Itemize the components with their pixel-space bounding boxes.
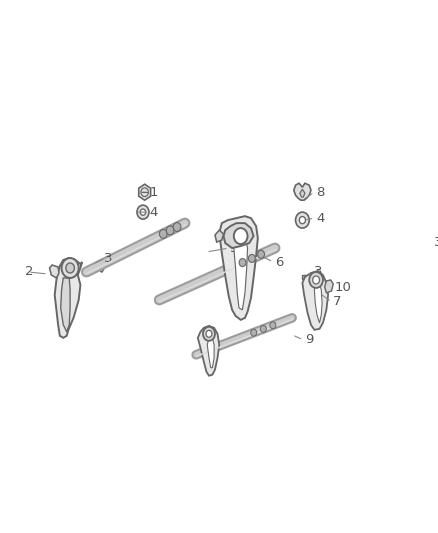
Circle shape [260, 326, 266, 333]
Circle shape [313, 276, 320, 284]
Circle shape [239, 259, 246, 266]
Circle shape [296, 212, 309, 228]
Text: 4: 4 [150, 206, 158, 219]
Text: 1: 1 [150, 185, 158, 199]
Circle shape [251, 329, 257, 336]
Text: 5: 5 [230, 241, 239, 255]
Polygon shape [325, 280, 333, 293]
Text: 2: 2 [25, 265, 33, 278]
Polygon shape [198, 326, 219, 376]
Polygon shape [215, 230, 223, 242]
Circle shape [62, 258, 79, 278]
Text: 3: 3 [434, 236, 438, 248]
Circle shape [299, 216, 305, 224]
Polygon shape [95, 264, 104, 272]
Polygon shape [234, 233, 247, 310]
Text: 6: 6 [275, 255, 283, 269]
Polygon shape [219, 216, 258, 320]
Circle shape [203, 327, 215, 341]
Polygon shape [218, 236, 226, 239]
Text: 3: 3 [314, 265, 323, 278]
Text: 7: 7 [333, 295, 342, 309]
Text: 10: 10 [335, 281, 352, 294]
Text: 4: 4 [316, 212, 325, 224]
Text: 8: 8 [316, 185, 325, 199]
Circle shape [66, 263, 74, 273]
Polygon shape [223, 223, 254, 248]
Polygon shape [139, 184, 151, 200]
Circle shape [206, 330, 212, 337]
Text: 9: 9 [305, 333, 313, 346]
Text: 3: 3 [103, 252, 112, 264]
Polygon shape [55, 258, 82, 338]
Polygon shape [302, 271, 328, 330]
Circle shape [309, 272, 323, 288]
Polygon shape [302, 275, 311, 279]
Circle shape [258, 251, 265, 259]
Polygon shape [294, 183, 311, 200]
Circle shape [270, 322, 276, 329]
Circle shape [141, 188, 148, 197]
Polygon shape [314, 283, 322, 323]
Polygon shape [300, 189, 305, 197]
Circle shape [234, 228, 247, 244]
Circle shape [248, 254, 255, 262]
Polygon shape [61, 278, 70, 332]
Polygon shape [207, 338, 214, 368]
Circle shape [137, 205, 149, 219]
Circle shape [140, 209, 146, 215]
Polygon shape [49, 265, 59, 278]
Circle shape [166, 226, 174, 235]
Circle shape [173, 223, 181, 231]
Circle shape [159, 229, 167, 238]
